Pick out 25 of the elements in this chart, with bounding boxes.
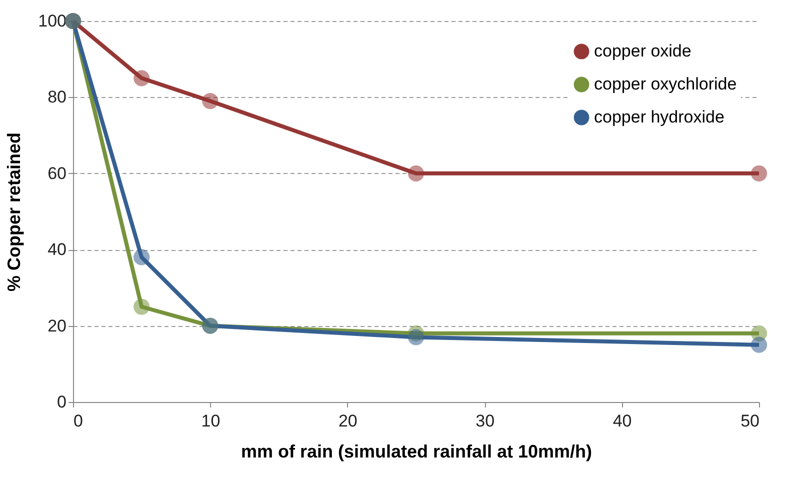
x-tick-label: 50	[740, 412, 760, 430]
point	[134, 249, 150, 266]
y-tick-label: 100	[38, 12, 66, 30]
x-tick-label: 40	[612, 412, 632, 430]
x-axis-title: mm of rain (simulated rainfall at 10mm/h)	[240, 442, 592, 462]
y-axis-title: % Copper retained	[4, 132, 24, 292]
point	[750, 165, 768, 182]
x-tick-label: 0	[74, 412, 83, 430]
legend-label: copper oxide	[594, 42, 692, 60]
y-tick-label: 40	[48, 240, 66, 260]
y-tick-label: 60	[48, 164, 66, 183]
y-tick-label: 80	[48, 88, 66, 107]
x-tick-label: 20	[338, 412, 358, 430]
y-tick-label: 20	[48, 316, 66, 336]
point	[202, 92, 218, 110]
point	[134, 70, 150, 86]
legend-label: copper oxychloride	[594, 74, 737, 94]
y-tick-label: 0	[57, 392, 66, 412]
x-tick-label: 10	[201, 412, 220, 430]
point	[750, 336, 768, 353]
legend-label: copper hydroxide	[594, 108, 724, 126]
point	[134, 298, 150, 315]
point	[408, 165, 424, 182]
x-tick-label: 30	[476, 412, 495, 430]
point	[408, 329, 424, 346]
